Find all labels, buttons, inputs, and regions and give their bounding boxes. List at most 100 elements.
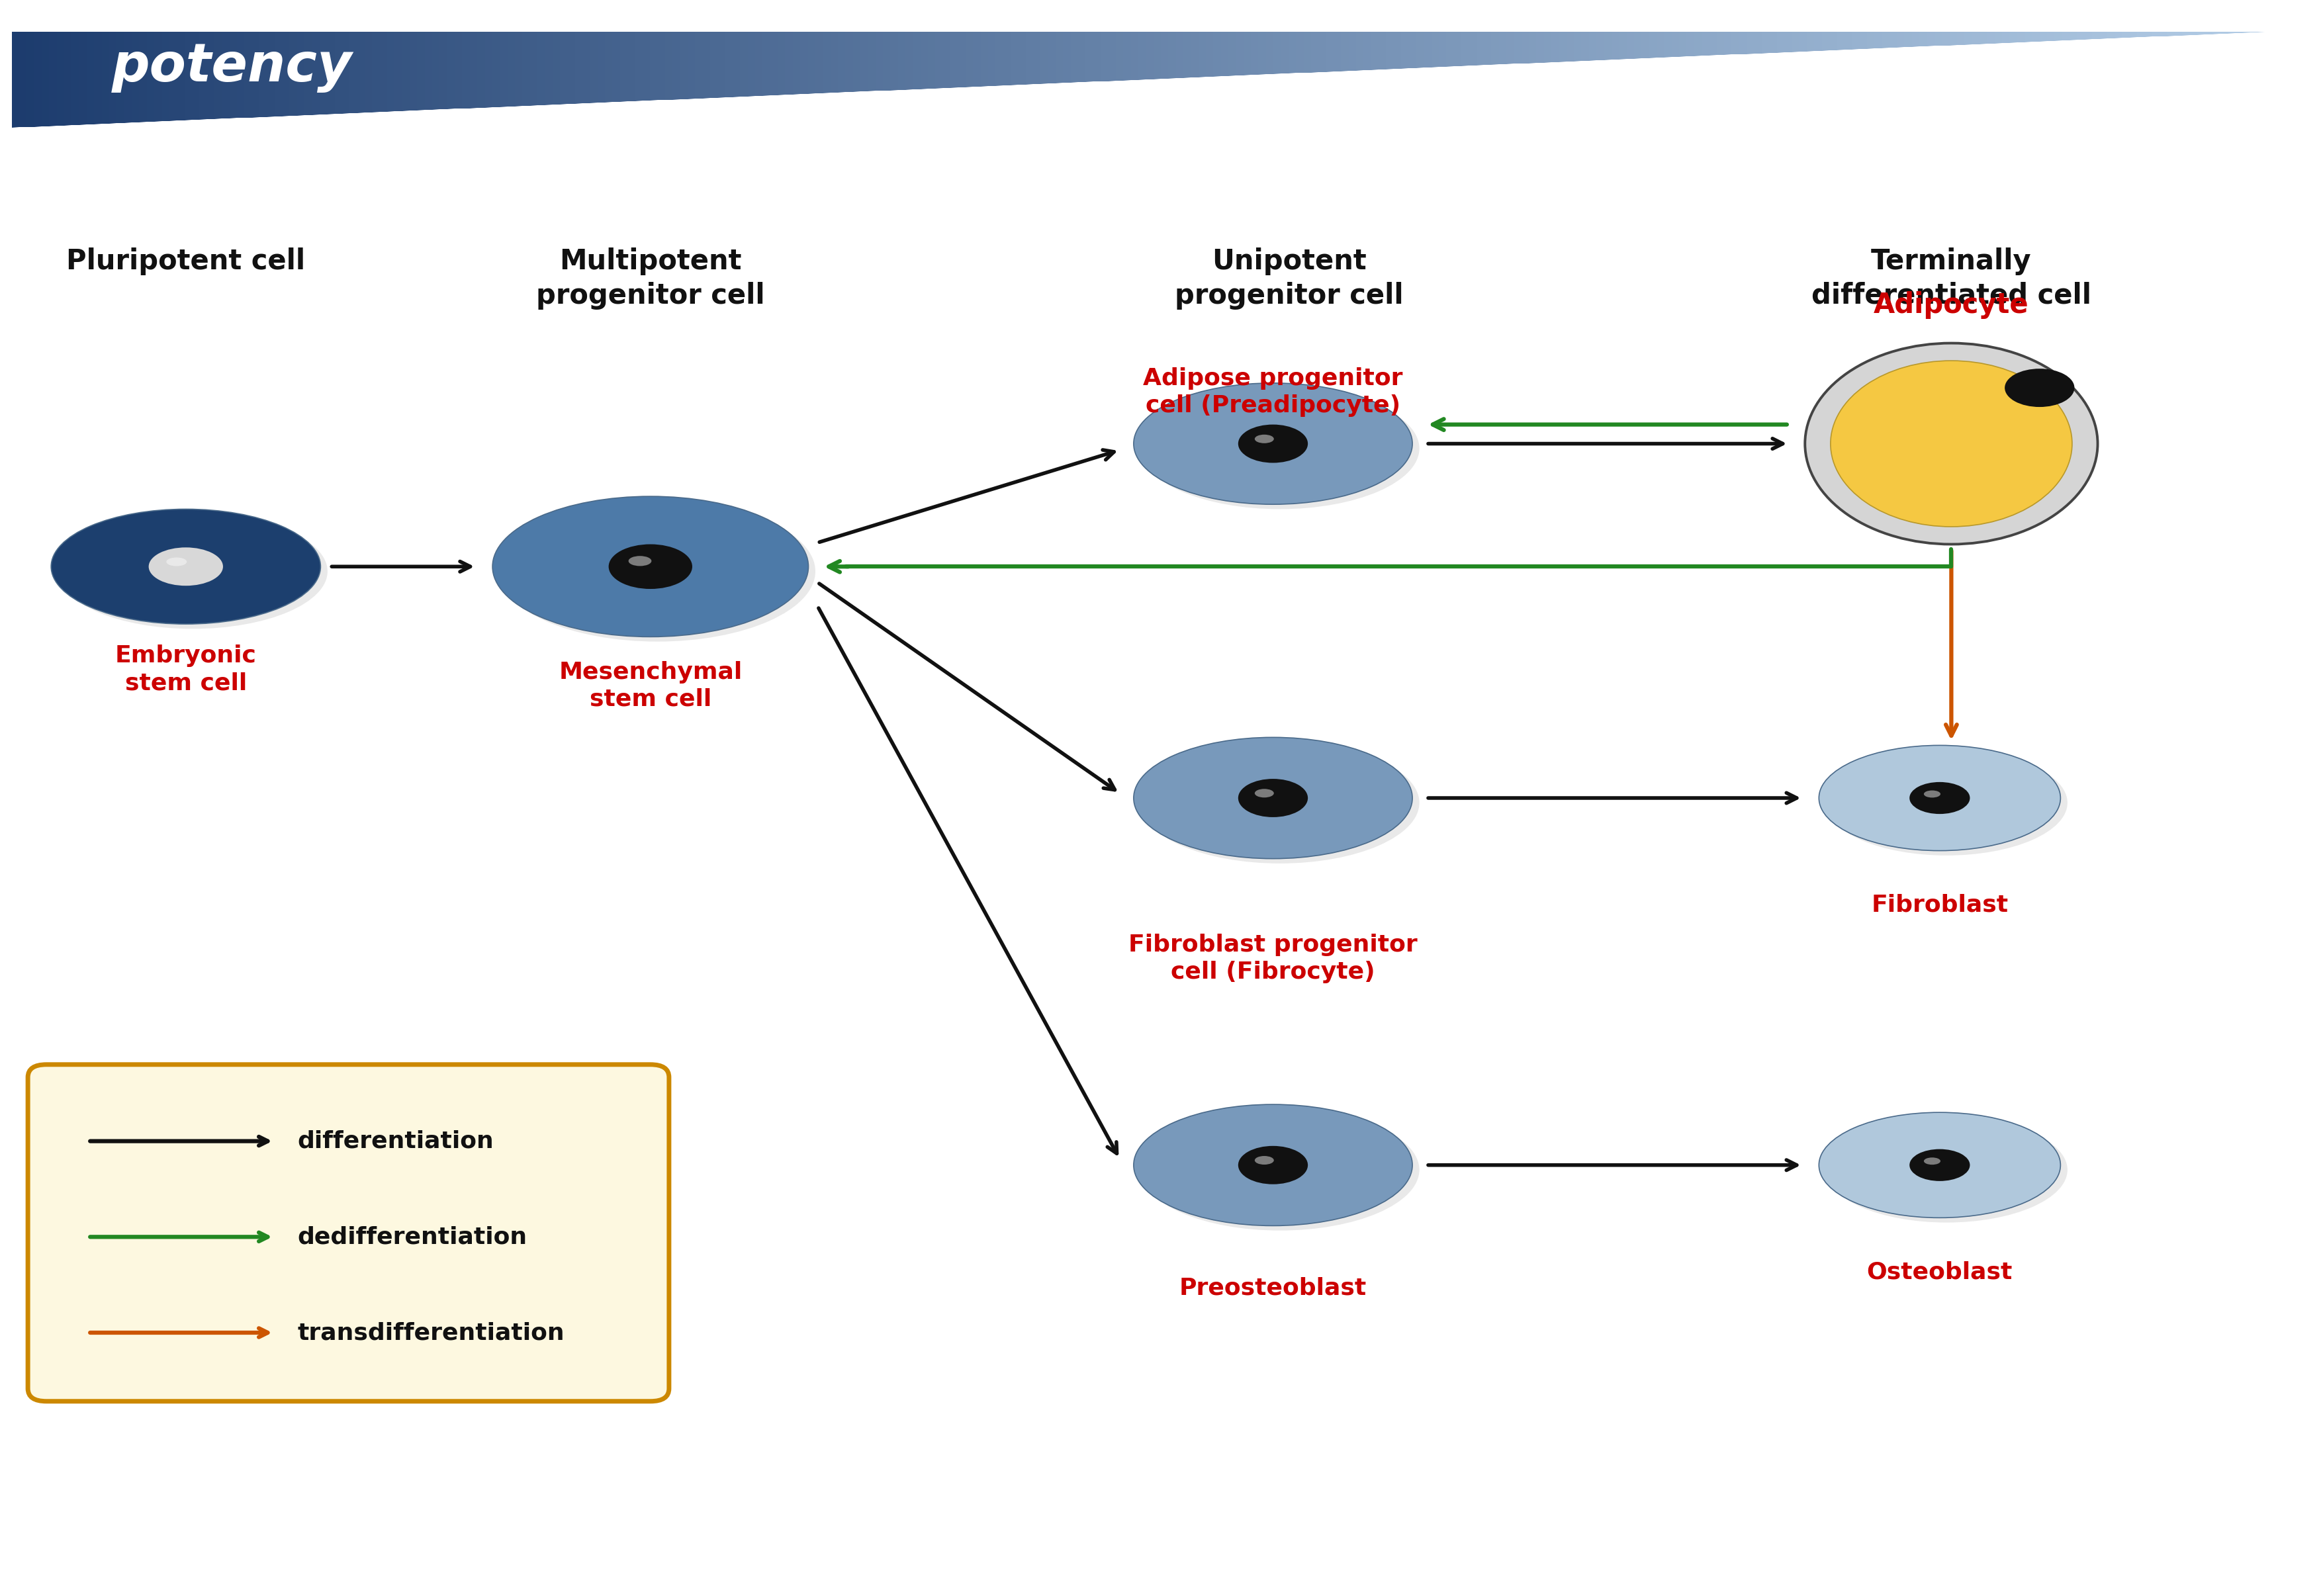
Polygon shape: [1673, 32, 1680, 57]
Ellipse shape: [1134, 1104, 1412, 1226]
Polygon shape: [2205, 32, 2211, 35]
Polygon shape: [42, 32, 49, 126]
Polygon shape: [2123, 32, 2130, 38]
Polygon shape: [2211, 32, 2221, 34]
Polygon shape: [499, 32, 506, 107]
Polygon shape: [1545, 32, 1552, 62]
Polygon shape: [1340, 32, 1350, 72]
Polygon shape: [869, 32, 876, 91]
Polygon shape: [1828, 32, 1837, 51]
Polygon shape: [1303, 32, 1310, 73]
Ellipse shape: [1826, 750, 2067, 855]
Polygon shape: [1559, 32, 1566, 62]
Polygon shape: [1206, 32, 1213, 77]
Polygon shape: [170, 32, 177, 121]
Polygon shape: [950, 32, 957, 88]
Polygon shape: [2198, 32, 2205, 35]
Polygon shape: [650, 32, 657, 101]
Polygon shape: [49, 32, 56, 126]
Polygon shape: [274, 32, 281, 117]
Polygon shape: [664, 32, 674, 101]
Polygon shape: [2054, 32, 2063, 41]
Polygon shape: [2151, 32, 2160, 37]
Polygon shape: [2174, 32, 2181, 35]
Polygon shape: [876, 32, 883, 91]
Text: potency: potency: [112, 41, 353, 93]
Polygon shape: [913, 32, 920, 89]
Polygon shape: [1898, 32, 1905, 48]
Polygon shape: [297, 32, 304, 115]
Polygon shape: [1995, 32, 2002, 43]
Polygon shape: [1770, 32, 1777, 53]
Polygon shape: [1619, 32, 1626, 59]
Polygon shape: [1566, 32, 1575, 62]
Polygon shape: [95, 32, 102, 124]
Polygon shape: [537, 32, 546, 105]
Polygon shape: [1800, 32, 1807, 51]
Polygon shape: [1319, 32, 1326, 72]
Text: Multipotent
progenitor cell: Multipotent progenitor cell: [537, 247, 764, 310]
Polygon shape: [853, 32, 860, 93]
Ellipse shape: [1238, 1146, 1308, 1184]
Polygon shape: [462, 32, 469, 109]
Ellipse shape: [58, 514, 328, 629]
Polygon shape: [1663, 32, 1673, 57]
Polygon shape: [792, 32, 799, 94]
Polygon shape: [681, 32, 688, 99]
Polygon shape: [2084, 32, 2093, 40]
Polygon shape: [1192, 32, 1199, 78]
Polygon shape: [1589, 32, 1596, 61]
Polygon shape: [418, 32, 425, 110]
Polygon shape: [2181, 32, 2191, 35]
Ellipse shape: [1923, 1157, 1940, 1165]
Polygon shape: [1680, 32, 1686, 57]
Polygon shape: [223, 32, 230, 118]
Polygon shape: [56, 32, 65, 126]
Polygon shape: [1919, 32, 1928, 46]
Polygon shape: [1424, 32, 1431, 67]
Polygon shape: [997, 32, 1004, 86]
Polygon shape: [193, 32, 200, 120]
Polygon shape: [2107, 32, 2114, 38]
Text: Fibroblast progenitor
cell (Fibrocyte): Fibroblast progenitor cell (Fibrocyte): [1129, 934, 1417, 983]
Polygon shape: [200, 32, 207, 120]
Polygon shape: [2026, 32, 2033, 41]
Polygon shape: [1582, 32, 1589, 61]
Text: Pluripotent cell: Pluripotent cell: [67, 247, 304, 275]
Polygon shape: [409, 32, 418, 110]
Polygon shape: [1986, 32, 1995, 43]
Polygon shape: [576, 32, 583, 104]
Polygon shape: [748, 32, 755, 96]
Polygon shape: [425, 32, 432, 110]
Polygon shape: [1145, 32, 1152, 80]
Polygon shape: [26, 32, 35, 128]
Polygon shape: [1017, 32, 1024, 85]
Polygon shape: [1310, 32, 1319, 72]
Polygon shape: [1603, 32, 1612, 61]
Polygon shape: [12, 32, 19, 128]
Text: Osteoblast: Osteoblast: [1868, 1261, 2012, 1283]
Polygon shape: [1236, 32, 1243, 75]
Polygon shape: [627, 32, 634, 102]
Polygon shape: [372, 32, 379, 112]
Ellipse shape: [1134, 383, 1412, 504]
Polygon shape: [1431, 32, 1438, 67]
Polygon shape: [448, 32, 455, 109]
Polygon shape: [1296, 32, 1303, 73]
Polygon shape: [207, 32, 214, 120]
Polygon shape: [395, 32, 402, 112]
Polygon shape: [1085, 32, 1094, 81]
Polygon shape: [2002, 32, 2009, 43]
Polygon shape: [432, 32, 439, 110]
Polygon shape: [321, 32, 328, 115]
Polygon shape: [1259, 32, 1266, 75]
Ellipse shape: [1134, 737, 1412, 859]
Polygon shape: [771, 32, 778, 96]
Polygon shape: [506, 32, 516, 107]
Polygon shape: [553, 32, 560, 105]
Polygon shape: [808, 32, 815, 94]
Ellipse shape: [1819, 1112, 2061, 1218]
Polygon shape: [785, 32, 792, 94]
Text: transdifferentiation: transdifferentiation: [297, 1321, 564, 1344]
Polygon shape: [634, 32, 643, 101]
